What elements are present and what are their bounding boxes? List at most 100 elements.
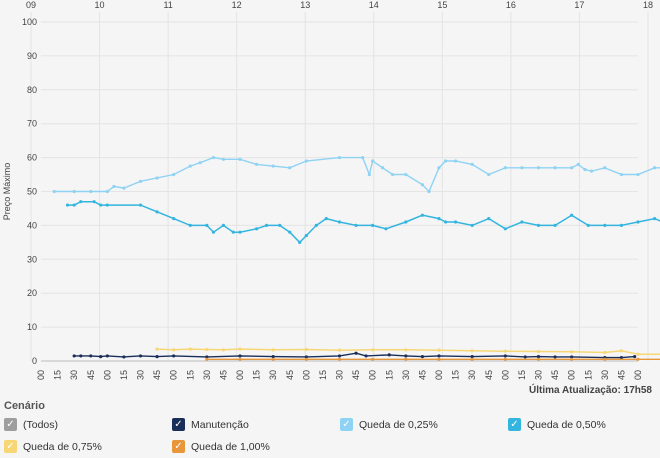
data-point xyxy=(470,162,474,166)
data-point xyxy=(337,354,342,358)
data-point xyxy=(636,172,640,177)
data-point xyxy=(652,166,657,170)
data-point xyxy=(271,348,275,352)
data-point xyxy=(384,227,388,231)
minute-tick-label: 00 xyxy=(567,370,577,380)
minute-tick-label: 00 xyxy=(633,370,643,380)
legend-item-queda-025[interactable]: ✓ Queda de 0,25% xyxy=(340,418,438,431)
legend-item-todos[interactable]: ✓ (Todos) xyxy=(4,418,58,431)
data-point xyxy=(271,357,275,361)
y-tick-label: 100 xyxy=(22,17,37,27)
data-point xyxy=(437,348,441,352)
minute-tick-label: 00 xyxy=(169,370,179,380)
data-point xyxy=(314,223,318,227)
checkbox-checked-icon[interactable]: ✓ xyxy=(340,418,353,431)
data-point xyxy=(636,220,640,224)
data-point xyxy=(437,166,441,170)
legend-item-manutencao[interactable]: ✓ Manutenção xyxy=(172,418,249,431)
data-point xyxy=(404,357,408,361)
data-point xyxy=(72,189,76,194)
minute-tick-label: 15 xyxy=(252,370,262,380)
data-point xyxy=(221,157,226,161)
data-point xyxy=(381,166,385,170)
legend-item-queda-050[interactable]: ✓ Queda de 0,50% xyxy=(508,418,606,431)
minute-tick-label: 00 xyxy=(301,370,311,380)
y-tick-label: 80 xyxy=(27,85,37,95)
data-point xyxy=(254,162,259,166)
data-point xyxy=(298,240,302,244)
data-point xyxy=(271,354,275,359)
data-point xyxy=(155,347,159,351)
data-point xyxy=(523,355,527,359)
data-point xyxy=(89,354,93,358)
data-point xyxy=(105,189,109,194)
data-point xyxy=(188,164,192,168)
data-point xyxy=(99,203,103,207)
chart-series xyxy=(52,156,660,361)
legend-title: Cenário xyxy=(4,400,45,412)
checkbox-checked-icon[interactable]: ✓ xyxy=(172,440,185,453)
data-point xyxy=(188,347,192,351)
data-point xyxy=(453,159,458,163)
data-point xyxy=(589,169,594,173)
hour-label: 14 xyxy=(369,0,379,10)
data-point xyxy=(65,203,70,207)
data-point xyxy=(437,357,441,361)
data-point xyxy=(603,350,607,355)
data-point xyxy=(79,354,83,358)
data-point xyxy=(337,357,342,361)
data-point xyxy=(138,203,143,207)
legend-item-label: Manutenção xyxy=(191,418,249,431)
legend-item-label: Queda de 1,00% xyxy=(191,440,270,453)
minute-tick-label: 30 xyxy=(335,370,345,380)
data-point xyxy=(231,230,235,234)
minute-tick-label: 30 xyxy=(136,370,146,380)
data-point xyxy=(337,220,342,224)
data-point xyxy=(354,223,358,227)
data-point xyxy=(576,162,580,166)
minute-tick-label: 15 xyxy=(517,370,527,380)
price-chart: 0 10 20 30 40 50 60 70 80 90 100 09 10 11 12 13 14 15 16 17… xyxy=(2,0,660,380)
minute-tick-label: 00 xyxy=(368,370,378,380)
series-3 xyxy=(155,347,660,356)
data-point xyxy=(304,233,308,238)
series-line xyxy=(157,348,660,355)
minute-tick-label: 45 xyxy=(152,370,162,380)
data-point xyxy=(155,210,159,214)
minute-tick-label: 45 xyxy=(484,370,494,380)
data-point xyxy=(619,172,624,177)
checkbox-checked-icon[interactable]: ✓ xyxy=(4,440,17,453)
minute-tick-label: 45 xyxy=(616,370,626,380)
legend-item-queda-100[interactable]: ✓ Queda de 1,00% xyxy=(172,440,270,453)
hour-label: 10 xyxy=(95,0,105,10)
data-point xyxy=(288,230,292,234)
data-point xyxy=(72,354,76,358)
data-point xyxy=(304,355,308,359)
data-point xyxy=(205,355,209,359)
data-point xyxy=(503,227,507,231)
checkbox-checked-icon[interactable]: ✓ xyxy=(508,418,521,431)
data-point xyxy=(503,166,507,170)
hour-label: 13 xyxy=(300,0,310,10)
data-point xyxy=(536,357,541,361)
data-point xyxy=(570,350,574,354)
legend-item-queda-075[interactable]: ✓ Queda de 0,75% xyxy=(4,440,102,453)
data-point xyxy=(633,354,637,359)
minute-tick-label: 00 xyxy=(36,370,46,380)
minute-tick-label: 45 xyxy=(285,370,295,380)
data-point xyxy=(198,161,202,165)
data-point xyxy=(583,167,587,172)
data-point xyxy=(570,355,574,359)
hour-label: 17 xyxy=(574,0,584,10)
data-point xyxy=(404,172,408,177)
data-point xyxy=(238,347,242,351)
minute-tick-label: 30 xyxy=(69,370,79,380)
y-tick-label: 70 xyxy=(27,119,37,129)
data-point xyxy=(437,354,441,358)
minute-tick-label: 45 xyxy=(417,370,427,380)
checkbox-checked-icon[interactable]: ✓ xyxy=(172,418,185,431)
checkbox-checked-icon[interactable]: ✓ xyxy=(4,418,17,431)
y-tick-label: 0 xyxy=(32,356,37,366)
data-point xyxy=(105,203,109,207)
data-point xyxy=(453,220,458,224)
